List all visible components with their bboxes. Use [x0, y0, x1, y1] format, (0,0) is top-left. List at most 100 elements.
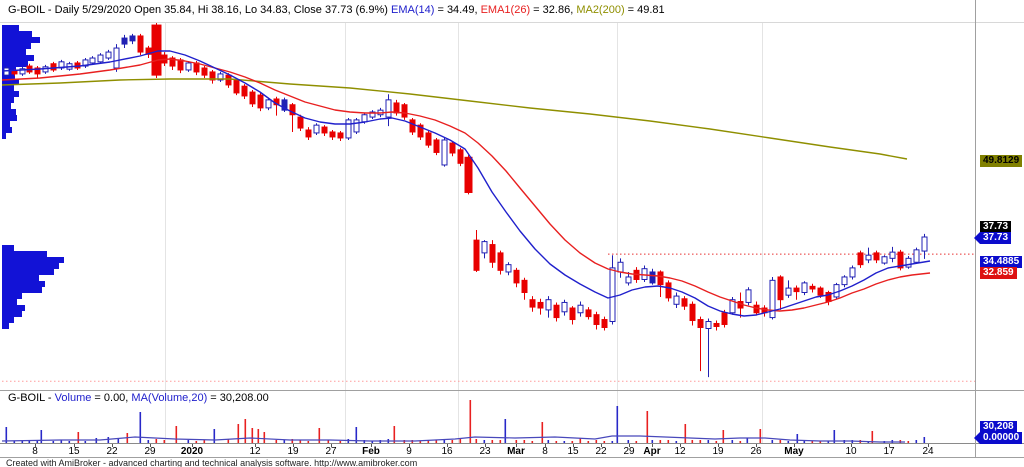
- candle-body: [841, 276, 848, 286]
- candle-body: [865, 254, 872, 261]
- date-label-week: 23: [479, 446, 491, 457]
- candle-body: [873, 252, 880, 261]
- volume-bar: [40, 430, 43, 443]
- volume-bar: [52, 441, 55, 443]
- volume-bar: [363, 440, 366, 443]
- candle-body: [361, 114, 368, 123]
- volume-pane[interactable]: [1, 400, 926, 443]
- candle-body: [19, 68, 26, 75]
- volume-bar: [523, 440, 526, 443]
- candle-body: [121, 37, 128, 45]
- volume-at-price-profile: [2, 25, 64, 329]
- vap-bar: [2, 31, 32, 37]
- date-label-week: 15: [68, 446, 80, 457]
- volume-bar: [731, 440, 734, 443]
- vap-bar: [2, 37, 40, 43]
- candle-body: [313, 124, 320, 134]
- vap-bar: [2, 91, 19, 97]
- volume-bar: [651, 440, 654, 443]
- price-axis-label: 37.73: [980, 221, 1012, 233]
- candle-body: [777, 276, 784, 301]
- candle-body: [577, 304, 584, 314]
- candle-body: [449, 142, 456, 154]
- candle-body: [497, 252, 504, 271]
- volume-bar: [779, 440, 782, 443]
- volume-bar: [203, 440, 206, 443]
- volume-title-segment: G-BOIL -: [8, 392, 55, 404]
- candle-body: [289, 104, 296, 116]
- volume-bar: [443, 439, 446, 443]
- candle-body: [50, 63, 57, 71]
- candle-body: [617, 261, 624, 273]
- candle-body: [329, 131, 336, 138]
- volume-bar: [355, 427, 358, 443]
- candle-body: [625, 276, 632, 284]
- vap-bar: [2, 263, 59, 269]
- candle-body: [745, 289, 752, 303]
- volume-bar: [155, 439, 158, 443]
- volume-pane-title: G-BOIL - Volume = 0.00, MA(Volume,20) = …: [8, 392, 269, 404]
- volume-bar: [213, 429, 216, 443]
- candle-body: [793, 287, 800, 293]
- candle-body: [137, 35, 144, 53]
- candle-body: [641, 268, 648, 280]
- volume-bar: [187, 440, 190, 443]
- volume-bar: [327, 440, 330, 443]
- vap-bar: [2, 49, 26, 55]
- gridlines: [2, 23, 975, 443]
- candle-body: [705, 321, 712, 330]
- volume-bar: [435, 440, 438, 443]
- candle-body: [905, 257, 912, 268]
- vap-bar: [2, 269, 54, 275]
- label-arrow-icon: [974, 432, 980, 444]
- volume-bar: [684, 424, 687, 443]
- date-label-week: 9: [406, 446, 412, 457]
- volume-bar: [175, 426, 178, 443]
- vap-bar: [2, 25, 19, 31]
- volume-bar: [499, 440, 502, 443]
- candle-body: [441, 139, 448, 166]
- candle-body: [464, 156, 473, 193]
- volume-bar: [819, 441, 822, 443]
- candle-body: [673, 295, 680, 305]
- candle-body: [89, 57, 96, 64]
- vap-bar: [2, 79, 19, 85]
- volume-bar: [771, 440, 774, 443]
- volume-bar: [616, 406, 619, 443]
- title-segment: = 34.49,: [434, 4, 481, 16]
- date-label-week: 16: [441, 446, 453, 457]
- vap-bar: [2, 251, 47, 257]
- candle-body: [433, 139, 440, 153]
- candle-body: [481, 241, 488, 254]
- volume-bar: [635, 441, 638, 443]
- vap-bar: [2, 293, 22, 299]
- date-label-week: 22: [595, 446, 607, 457]
- date-label-week: 15: [567, 446, 579, 457]
- volume-bar: [84, 441, 87, 443]
- volume-title-segment: = 30,208.00: [207, 392, 269, 404]
- candle-body: [385, 99, 392, 118]
- candle-body: [729, 299, 736, 314]
- candle-body: [209, 71, 216, 81]
- ma200-line: [1, 78, 908, 160]
- volume-bar: [504, 419, 507, 443]
- date-label-week: 10: [845, 446, 857, 457]
- volume-bar: [587, 441, 590, 443]
- volume-bar: [283, 440, 286, 443]
- candle-body: [585, 309, 592, 318]
- candle-body: [409, 119, 416, 133]
- price-pane[interactable]: [3, 22, 928, 378]
- title-segment: = 32.86,: [530, 4, 577, 16]
- volume-bar: [541, 422, 544, 443]
- vap-bar: [2, 133, 6, 139]
- candle-body: [425, 132, 432, 146]
- candle-body: [801, 282, 808, 293]
- volume-bar: [318, 428, 321, 443]
- candle-body: [393, 102, 400, 114]
- volume-bar: [339, 441, 342, 443]
- candle-body: [177, 59, 184, 71]
- date-label-week: 29: [623, 446, 635, 457]
- volume-axis-label: 0.00000: [974, 432, 1023, 444]
- date-label-month: 2020: [180, 446, 204, 457]
- volume-bar: [275, 440, 278, 443]
